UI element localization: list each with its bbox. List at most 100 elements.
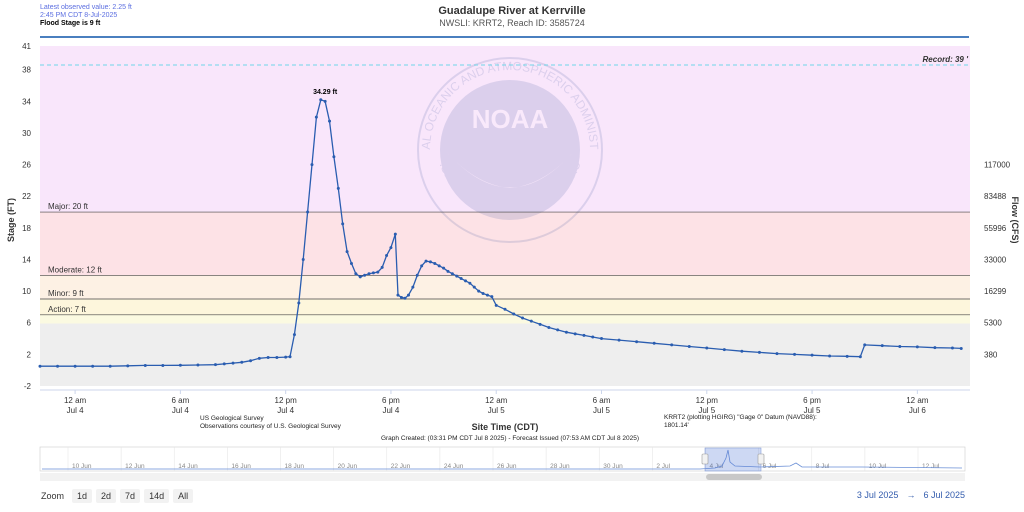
x-tick-time: 12 pm [696,396,719,405]
data-point [442,266,446,270]
flow-axis: 380 5300 16299 33000 55996 83488 117000 [984,161,1011,360]
data-point [126,364,130,368]
x-tick-time: 6 pm [803,396,821,405]
x-tick-date: Jul 4 [277,406,294,415]
data-point [349,261,353,265]
data-point [336,186,340,190]
y-tick-label: 6 [27,319,32,328]
data-point [450,272,454,276]
data-point [38,364,42,368]
data-point [306,210,310,214]
data-point [231,361,235,365]
data-point [485,293,489,297]
data-point [284,355,288,359]
data-point [670,343,674,347]
data-point [635,340,639,344]
range-to[interactable]: 6 Jul 2025 [923,490,965,500]
data-point [73,364,77,368]
navigator-handle-right[interactable] [757,453,765,465]
navigator-date-label: 20 Jun [338,463,358,470]
data-point [600,337,604,341]
x-axis-title: Site Time (CDT) [472,422,539,432]
x-tick-time: 6 am [171,396,189,405]
data-point [652,341,656,345]
latest-value: Latest observed value: 2.25 ft [40,4,132,11]
navigator-date-label: 28 Jun [550,463,570,470]
y-tick-label: 41 [22,42,31,51]
data-point [775,352,779,356]
zoom-7d-button[interactable]: 7d [120,489,141,503]
data-point [863,343,867,347]
data-point [722,348,726,352]
chart-title: Guadalupe River at Kerrville [438,5,586,17]
data-point [415,273,419,277]
data-point [521,316,525,320]
navigator-date-label: 24 Jun [444,463,464,470]
x-tick-date: Jul 4 [172,406,189,415]
threshold-label-action: Action: 7 ft [48,305,87,314]
data-point [108,364,112,368]
y-tick-label: 10 [22,287,31,296]
data-point [428,260,432,264]
data-point [547,325,551,329]
y-tick-label: -2 [24,382,32,391]
x-tick-date: Jul 5 [593,406,610,415]
data-point [91,364,95,368]
header-divider [40,36,969,38]
x-tick-date: Jul 5 [698,406,715,415]
navigator-handle-left[interactable] [701,453,709,465]
y-tick-label: 14 [22,255,31,264]
data-point [275,356,279,360]
flood-bands [40,46,970,386]
zoom-all-button[interactable]: All [173,489,194,503]
zoom-2d-button[interactable]: 2d [96,489,117,503]
data-point [828,354,832,358]
navigator-date-label: 26 Jun [497,463,517,470]
data-point [477,289,481,293]
flow-tick-label: 33000 [984,255,1007,264]
data-point [288,355,292,359]
navigator-scrollbar-thumb[interactable] [706,474,762,480]
range-from[interactable]: 3 Jul 2025 [856,490,899,500]
x-tick-date: Jul 4 [382,406,399,415]
navigator: 10 Jun 12 Jun 14 Jun 16 Jun 18 Jun 20 Jun 22 J… [39,446,966,481]
x-tick-time: 12 pm [275,396,298,405]
data-point [424,259,428,263]
data-point [512,312,516,316]
zoom-14d-button[interactable]: 14d [144,489,170,503]
navigator-date-label: 16 Jun [231,463,251,470]
peak-label: 34.29 ft [313,89,338,96]
observed-series: 34.29 ft [38,89,963,368]
navigator-selection[interactable] [704,447,762,472]
credit-left-2: Observations courtesy of U.S. Geological… [200,423,342,430]
y-tick-label: 34 [22,97,31,106]
threshold-lines: Record: 39 ' Major: 20 ft Moderate: 12 ft M… [40,55,970,316]
data-point [345,250,349,254]
navigator-date-label: 12 Jul [922,463,940,470]
data-point [687,344,691,348]
x-tick-time: 6 am [593,396,611,405]
data-point [161,363,165,367]
data-point [314,115,318,119]
y-tick-label: 2 [27,350,32,359]
data-point [538,322,542,326]
data-point [399,295,403,299]
x-tick-date: Jul 5 [804,406,821,415]
x-tick-date: Jul 6 [909,406,926,415]
data-point [380,265,384,269]
flow-tick-label: 55996 [984,224,1007,233]
y-tick-label: 26 [22,161,31,170]
zoom-1d-button[interactable]: 1d [72,489,93,503]
data-point [323,99,327,103]
navigator-series [42,449,963,470]
y2-axis-title: Flow (CFS) [1010,197,1020,244]
data-point [898,344,902,348]
flow-tick-label: 16299 [984,287,1007,296]
navigator-scrollbar-track[interactable] [40,473,965,481]
data-point [591,335,595,339]
data-point [455,274,459,278]
threshold-label-record: Record: 39 ' [923,55,970,64]
data-point [266,356,270,360]
